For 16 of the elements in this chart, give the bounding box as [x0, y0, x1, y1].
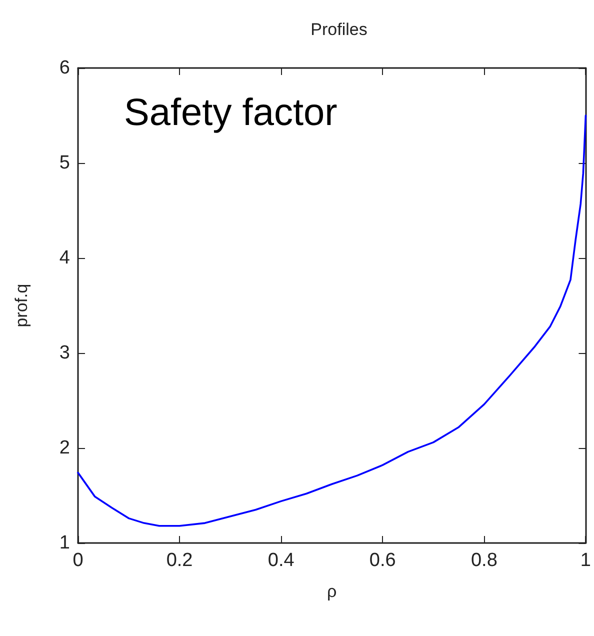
x-tick-label: 0.8: [470, 550, 498, 571]
y-tick-label: 3: [59, 342, 70, 364]
x-axis-title: ρ: [327, 582, 337, 601]
y-tick-label: 2: [59, 438, 70, 458]
y-tick-label: 1: [59, 532, 70, 554]
chart-title: Profiles: [310, 20, 368, 39]
x-tick-label: 0.6: [369, 550, 396, 571]
x-tick-label: 0.4: [268, 550, 295, 571]
annotation: Safety factor: [124, 92, 338, 134]
y-tick-label: 6: [59, 58, 70, 78]
x-tick-label: 1: [580, 550, 592, 571]
x-tick-label: 0: [72, 550, 84, 571]
y-axis-title: prof.q: [12, 284, 31, 328]
y-tick-label: 5: [59, 152, 70, 174]
y-tick-label: 4: [59, 248, 70, 268]
x-tick-label: 0.2: [166, 550, 193, 571]
